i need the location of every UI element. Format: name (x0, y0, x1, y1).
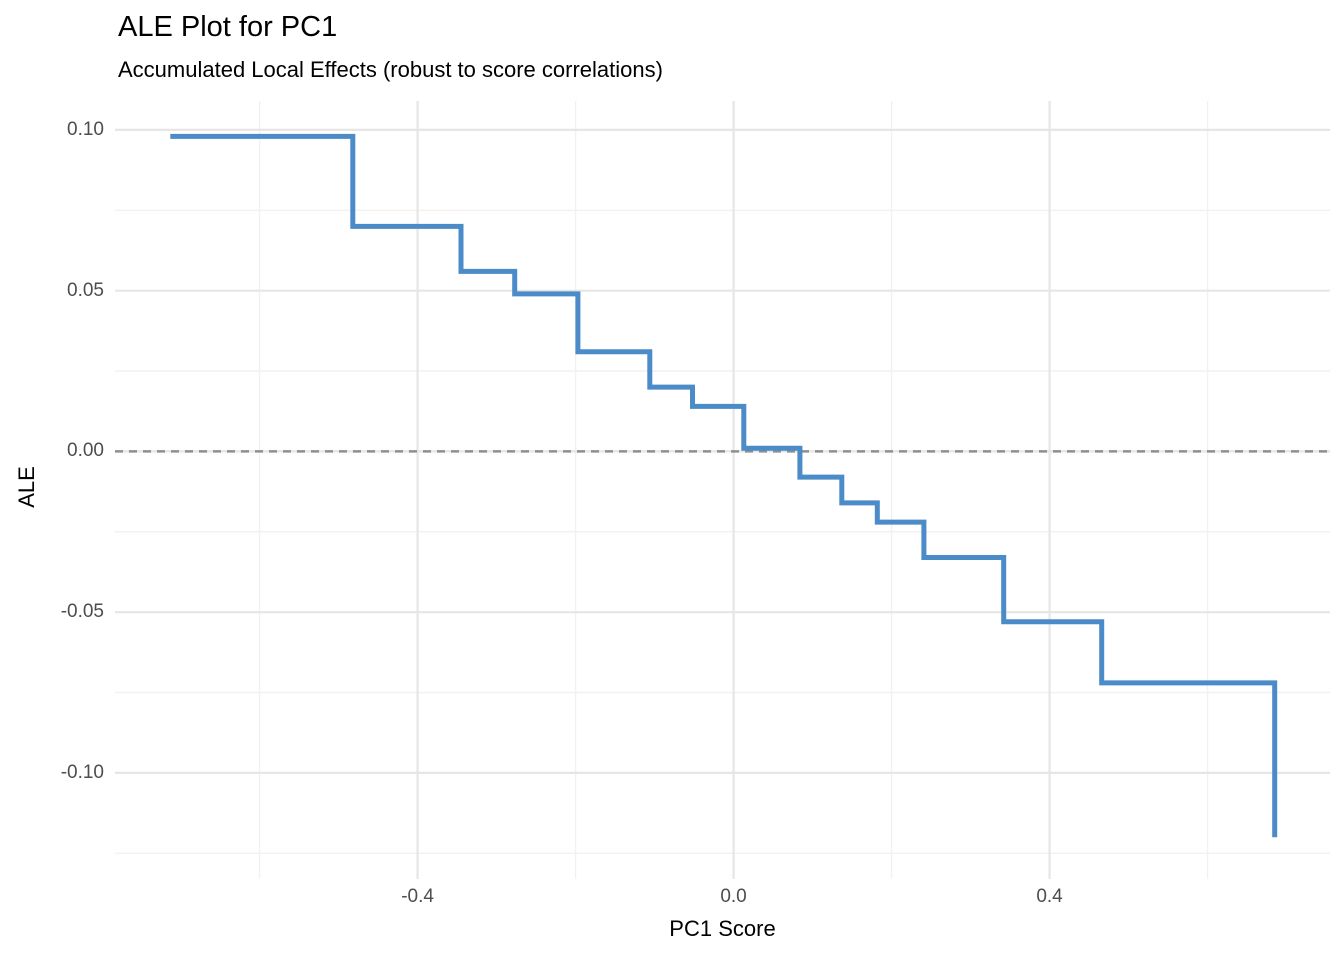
x-tick-label: -0.4 (401, 886, 434, 907)
x-tick-label: 0.4 (1036, 886, 1063, 907)
chart-title: ALE Plot for PC1 (118, 11, 338, 43)
x-tick-label: 0.0 (720, 886, 747, 907)
ale-step-line (170, 133, 1278, 838)
y-tick-label: 0.05 (67, 279, 104, 301)
y-tick-label: -0.10 (60, 761, 104, 783)
chart-subtitle: Accumulated Local Effects (robust to sco… (118, 57, 663, 82)
y-tick-label: -0.05 (60, 601, 104, 623)
x-axis-title: PC1 Score (669, 916, 776, 941)
y-axis-title: ALE (14, 466, 39, 508)
y-tick-label: 0.10 (67, 118, 104, 140)
y-tick-label: 0.00 (67, 440, 104, 462)
